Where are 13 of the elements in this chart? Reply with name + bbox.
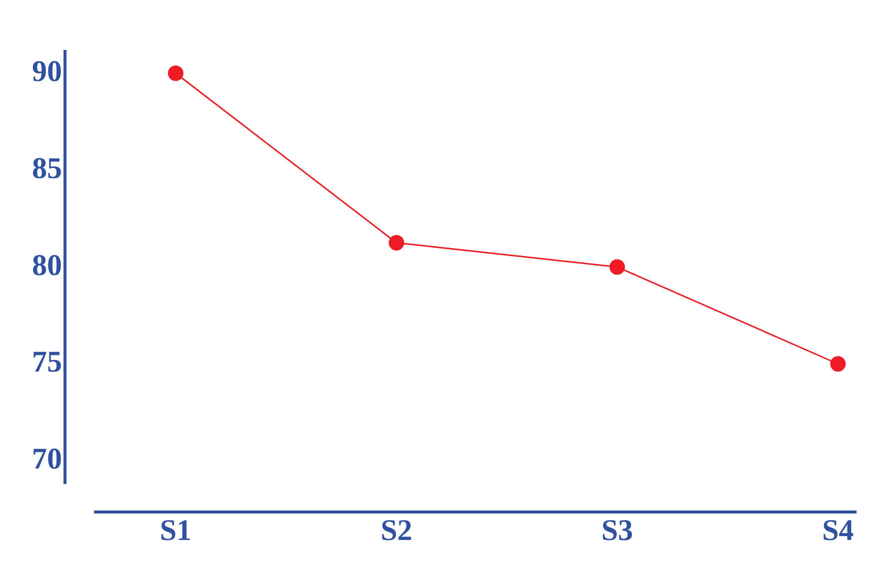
point: [168, 66, 184, 81]
x-tick-label: S2: [380, 514, 412, 547]
point: [609, 259, 625, 275]
x-tick-label: S4: [822, 514, 854, 547]
y-tick-label: 70: [32, 442, 62, 476]
x-tick-label: S3: [601, 514, 634, 547]
point: [388, 235, 404, 251]
y-tick-label: 85: [32, 152, 62, 185]
y-tick-label: 75: [32, 346, 62, 379]
x-tick-label: S1: [160, 514, 192, 547]
y-tick-label: 80: [32, 248, 62, 282]
point: [830, 356, 846, 372]
y-tick-label: 90: [32, 55, 62, 88]
